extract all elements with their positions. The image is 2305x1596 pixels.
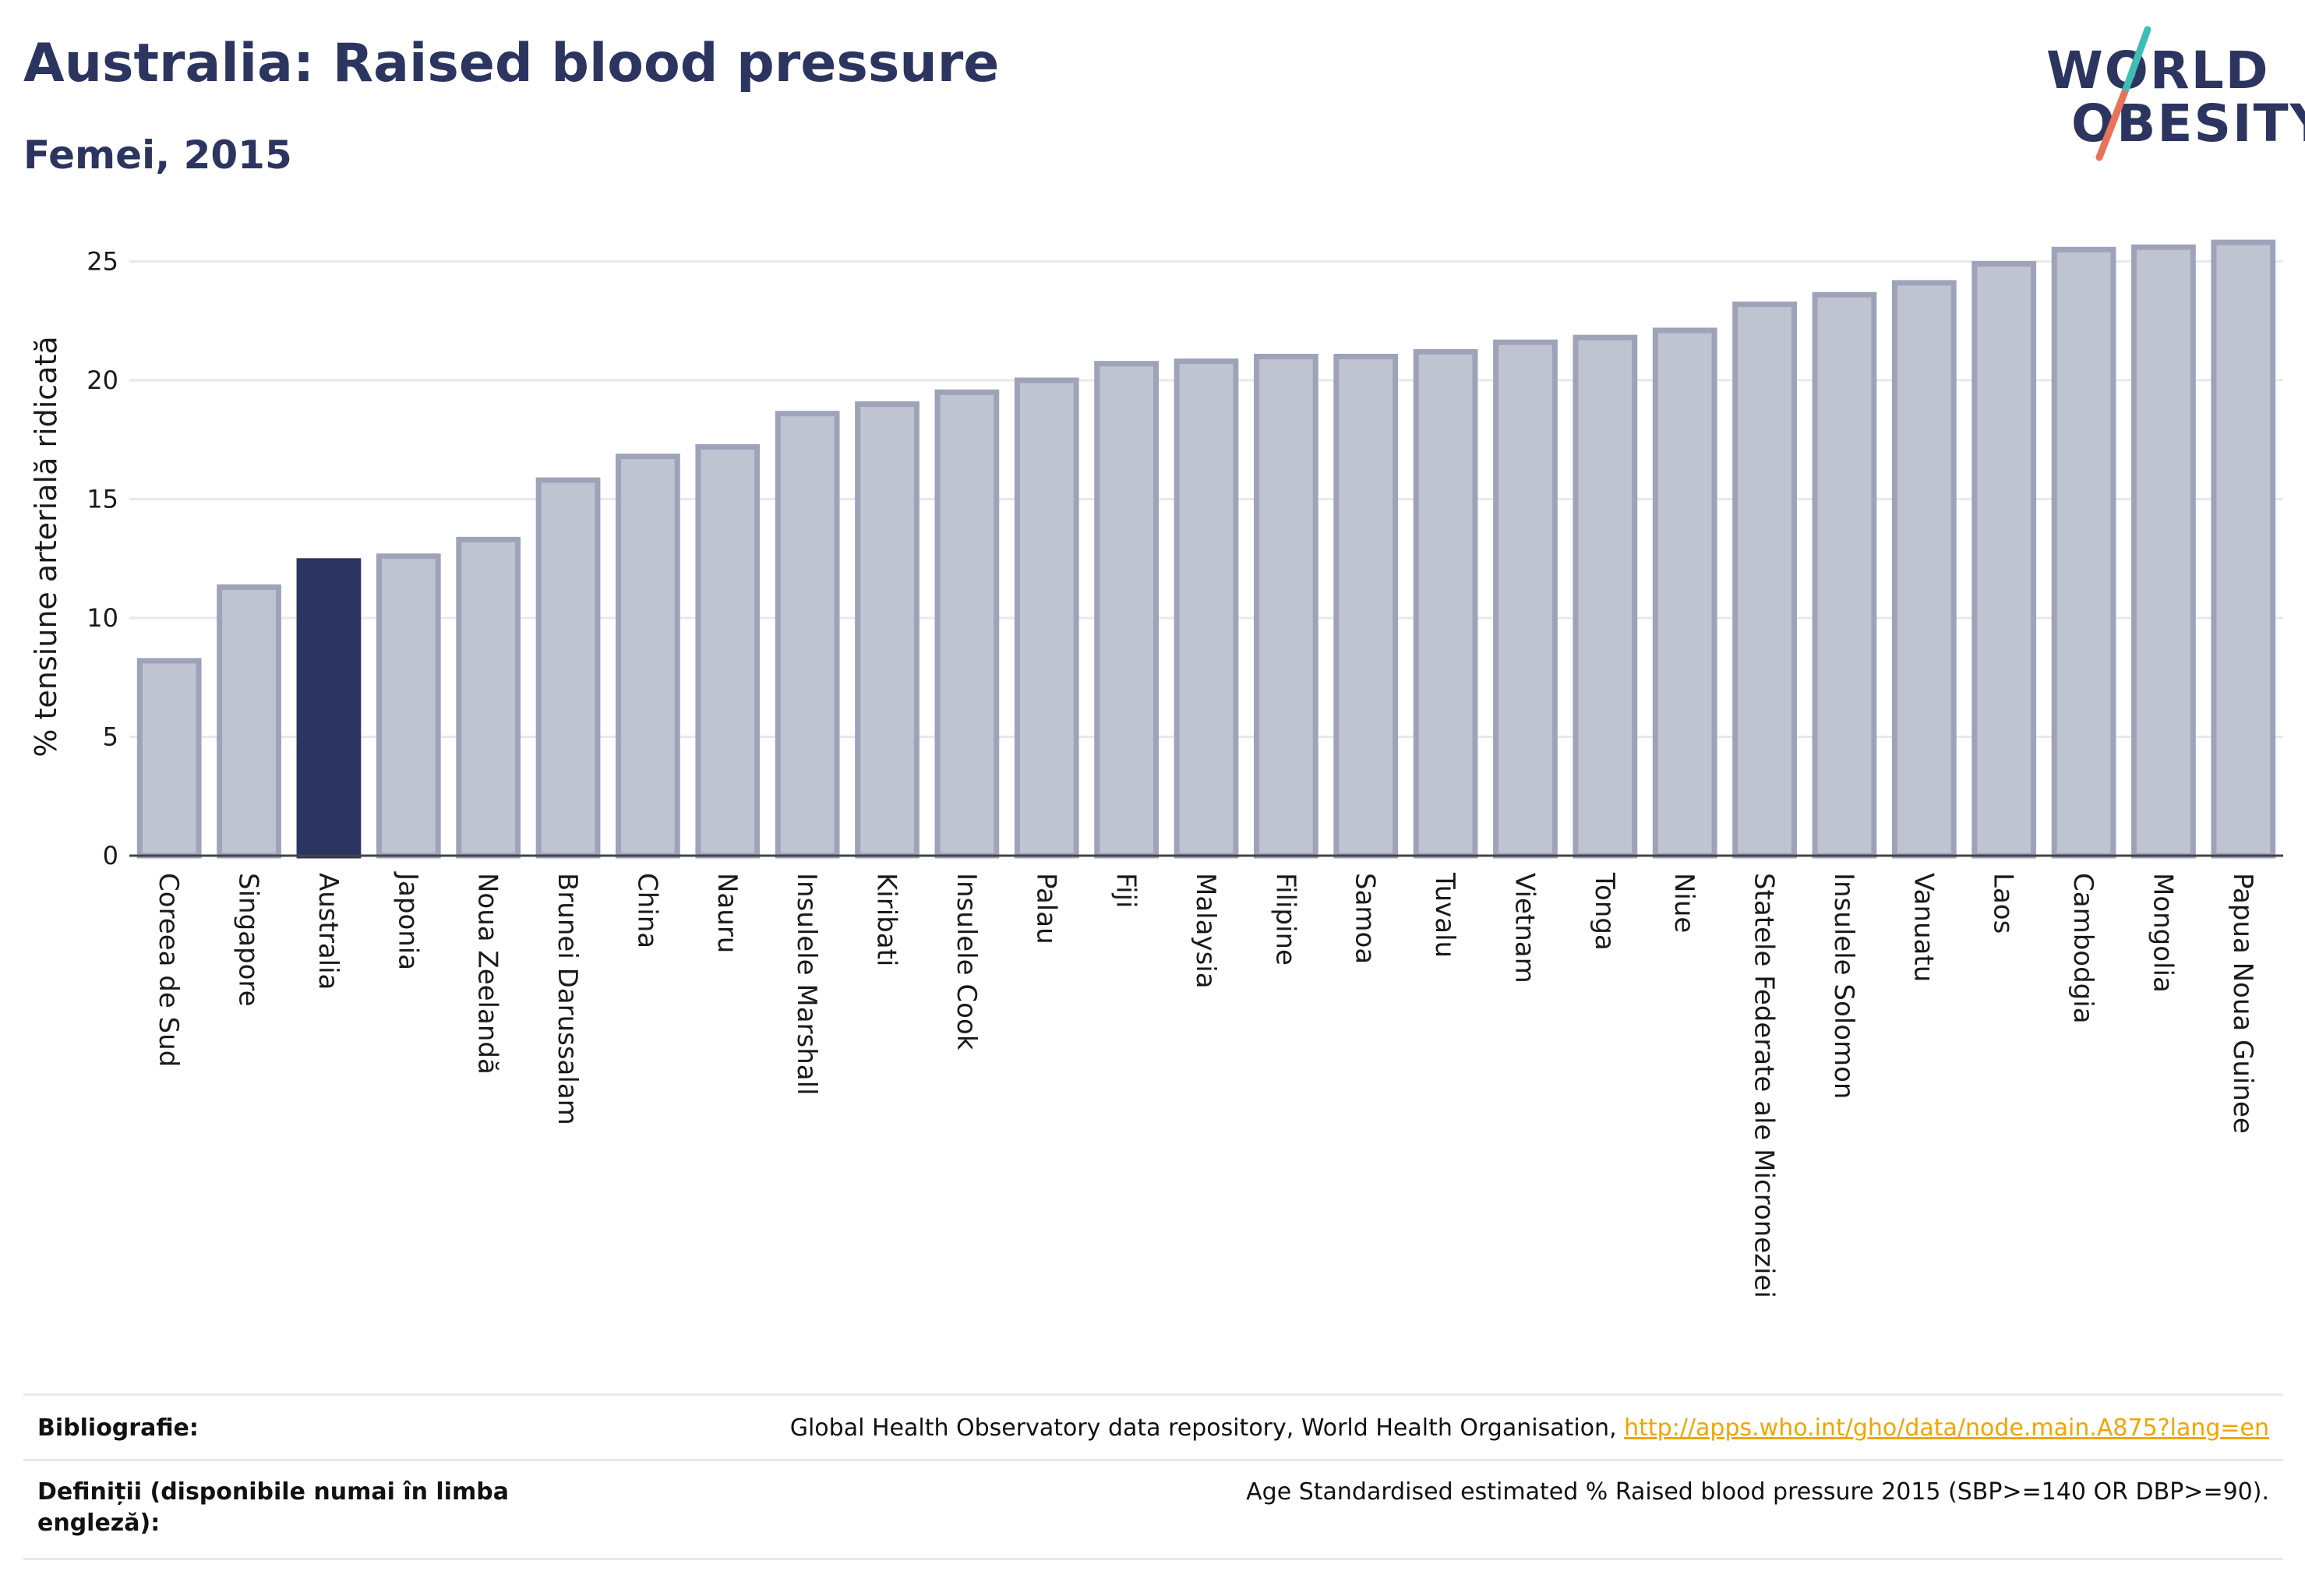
- bar-chart: 0 5 10 15 20 25 Coreea de Sud Singapore Australi…: [29, 239, 2283, 1298]
- x-category-label: Cambodgia: [2067, 873, 2099, 1024]
- bar: [2131, 244, 2196, 859]
- axes: 0 5 10 15 20 25 Coreea de Sud Singapore Australi…: [86, 247, 2283, 1298]
- bar: [136, 658, 202, 859]
- y-tick-label: 15: [86, 485, 118, 514]
- x-category-label: Niue: [1668, 873, 1700, 933]
- y-axis-title: % tensiune arterială ridicată: [29, 336, 63, 757]
- x-category-label: Papua Noua Guinee: [2227, 873, 2258, 1134]
- bar: [775, 411, 840, 859]
- x-category-label: Mongolia: [2147, 873, 2178, 993]
- x-category-label: Coreea de Sud: [153, 873, 184, 1067]
- bar: [616, 454, 680, 859]
- x-category-label: Laos: [1988, 873, 2019, 934]
- bars: [136, 239, 2276, 859]
- x-category-label: Singapore: [233, 873, 264, 1007]
- bar: [695, 443, 761, 859]
- bar: [1493, 339, 1558, 859]
- bar: [1573, 334, 1638, 859]
- logo-line-1: WORLD: [2046, 41, 2270, 101]
- bar: [217, 584, 281, 859]
- x-category-label: Vietnam: [1509, 873, 1540, 983]
- x-category-label: Brunei Darussalam: [552, 873, 583, 1125]
- bar: [2051, 246, 2116, 859]
- definitions-value: Age Standardised estimated % Raised bloo…: [1246, 1478, 2269, 1506]
- x-category-label: Vanuatu: [1908, 873, 1939, 982]
- bar: [1413, 348, 1478, 859]
- bar: [2211, 239, 2276, 859]
- y-tick-label: 25: [86, 247, 118, 277]
- x-category-label: Malaysia: [1190, 873, 1221, 989]
- bar: [535, 477, 601, 859]
- bar: [1253, 354, 1318, 859]
- x-category-label: Kiribati: [871, 873, 902, 966]
- definitions-label: Definiții (disponibile numai în limba en…: [37, 1478, 509, 1537]
- bar: [1652, 327, 1717, 859]
- bar: [1174, 358, 1239, 859]
- bar-highlighted: [296, 558, 362, 859]
- x-category-label: Tuvalu: [1429, 872, 1460, 958]
- logo-slash-icon: [2095, 26, 2151, 161]
- bar: [1333, 354, 1399, 859]
- x-category-label: Filipine: [1269, 873, 1301, 966]
- bibliography-value: Global Health Observatory data repositor…: [790, 1413, 2269, 1444]
- bibliography-label: Bibliografie:: [37, 1414, 199, 1442]
- x-category-label: Australia: [312, 873, 344, 990]
- x-category-label: Statele Federate ale Microneziei: [1749, 873, 1780, 1298]
- x-category-label: Samoa: [1350, 873, 1381, 964]
- world-obesity-logo: WORLD OBESITY: [2032, 22, 2305, 162]
- x-category-label: Nauru: [711, 873, 743, 953]
- bar: [1891, 280, 1957, 859]
- y-tick-label: 10: [86, 603, 118, 633]
- x-category-label: Noua Zeelandă: [472, 873, 503, 1075]
- x-category-label: China: [631, 873, 662, 948]
- bar: [1812, 291, 1877, 859]
- bar: [376, 553, 441, 859]
- definitions-row: Definiții (disponibile numai în limba en…: [23, 1459, 2283, 1560]
- bar: [934, 389, 1000, 859]
- bar: [1094, 361, 1160, 859]
- x-category-label: Insulele Solomon: [1828, 873, 1859, 1099]
- chart-subtitle: Femei, 2015: [23, 132, 292, 178]
- x-category-label: Tonga: [1589, 872, 1620, 951]
- bar: [1971, 261, 2037, 859]
- bar: [456, 536, 521, 859]
- x-category-label: Japonia: [392, 871, 423, 970]
- bar: [855, 401, 920, 859]
- x-category-label: Palau: [1030, 873, 1061, 945]
- y-tick-label: 20: [86, 365, 118, 395]
- chart-title: Australia: Raised blood pressure: [23, 33, 1000, 94]
- y-tick-label: 5: [103, 722, 118, 752]
- bar: [1014, 377, 1079, 859]
- bibliography-link[interactable]: http://apps.who.int/gho/data/node.main.A…: [1624, 1414, 2269, 1442]
- x-category-label: Insulele Marshall: [791, 873, 822, 1096]
- x-category-label: Fiji: [1110, 873, 1142, 908]
- y-tick-label: 0: [103, 841, 118, 870]
- bibliography-text: Global Health Observatory data repositor…: [789, 1414, 1625, 1442]
- x-category-label: Insulele Cook: [951, 873, 982, 1050]
- bar: [1732, 301, 1797, 859]
- bibliography-row: Bibliografie: Global Health Observatory …: [23, 1393, 2283, 1460]
